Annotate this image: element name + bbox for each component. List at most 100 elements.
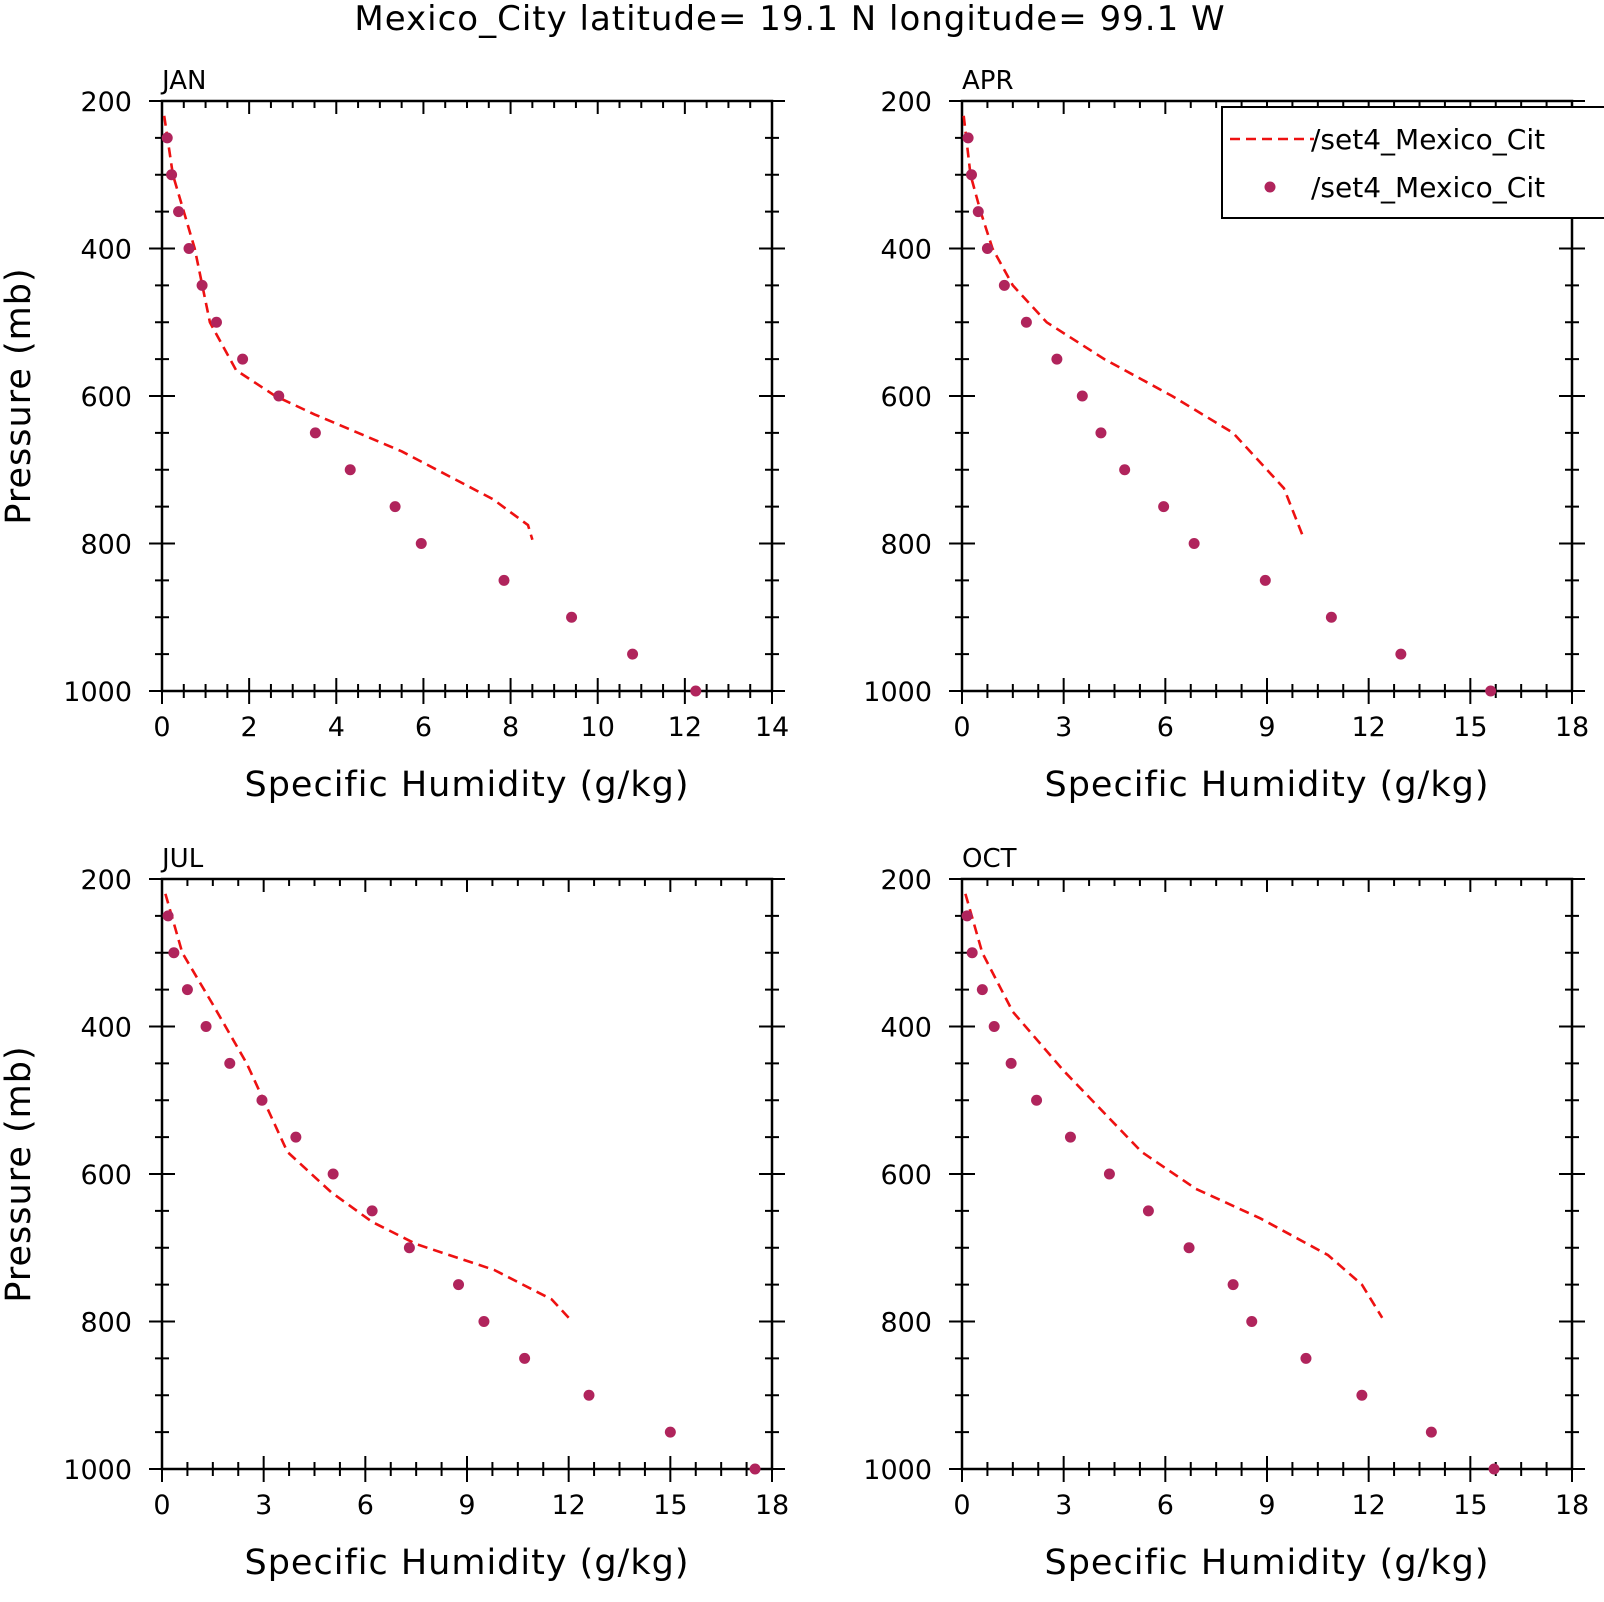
x-tick-label: 9: [1258, 1490, 1275, 1521]
obs-point: [1158, 501, 1170, 513]
y-tick-label: 400: [80, 235, 132, 266]
model-profile-line: [162, 115, 534, 541]
obs-point: [1246, 1316, 1258, 1327]
obs-point: [210, 316, 222, 328]
obs-point: [1259, 574, 1271, 586]
obs-point: [389, 501, 401, 513]
model-profile-line: [964, 893, 1384, 1319]
x-tick-label: 0: [153, 1490, 170, 1521]
obs-point: [961, 910, 973, 922]
x-tick-label: 6: [1157, 1490, 1174, 1521]
x-tick-label: 9: [458, 1490, 475, 1521]
obs-point: [962, 132, 974, 144]
obs-point: [1095, 427, 1107, 439]
obs-point: [664, 1426, 676, 1438]
legend: /set4_Mexico_Cit/set4_Mexico_Cit: [1221, 106, 1604, 219]
panel-jan: JAN 0 2 4 6 8 10 12 14 200 400 600 800 1000 Specific H…: [0, 66, 789, 805]
obs-point: [1395, 648, 1407, 660]
y-tick-label: 1000: [63, 1455, 132, 1486]
y-tick-label: 200: [880, 865, 932, 896]
obs-point: [1142, 1205, 1154, 1217]
obs-point: [290, 1131, 302, 1143]
obs-point: [403, 1242, 415, 1254]
plot-frame: [960, 877, 1574, 1471]
obs-point: [344, 464, 356, 476]
obs-point: [583, 1389, 595, 1401]
x-tick-label: 2: [241, 712, 258, 743]
panel-label: JUL: [160, 844, 204, 874]
y-tick-label: 600: [880, 1160, 932, 1191]
x-axis-label: Specific Humidity (g/kg): [1045, 765, 1490, 805]
obs-point: [1488, 1463, 1500, 1475]
obs-point: [366, 1205, 378, 1217]
y-tick-label: 600: [80, 382, 132, 413]
x-tick-label: 18: [1555, 712, 1589, 743]
x-tick-label: 4: [328, 712, 345, 743]
y-tick-label: 1000: [63, 677, 132, 708]
obs-point: [1227, 1279, 1239, 1291]
x-tick-label: 9: [1258, 712, 1275, 743]
obs-point: [627, 648, 639, 660]
y-tick-label: 1000: [863, 677, 932, 708]
x-tick-label: 15: [1453, 1490, 1487, 1521]
panel-label: OCT: [962, 844, 1017, 874]
panel-oct: OCT 0 3 6 9 12 15 18 200 400 600 800 1000 Specific Hu…: [863, 844, 1589, 1583]
obs-point: [966, 947, 978, 959]
obs-point: [1188, 538, 1200, 549]
obs-point: [965, 169, 977, 181]
model-profile-line: [962, 115, 1306, 541]
obs-point: [566, 611, 578, 623]
obs-point: [415, 538, 427, 549]
obs-point: [1356, 1389, 1368, 1401]
obs-point: [690, 685, 702, 697]
obs-point: [200, 1021, 212, 1032]
y-tick-label: 1000: [863, 1455, 932, 1486]
x-tick-label: 12: [1351, 1490, 1385, 1521]
y-axis-label: Pressure (mb): [0, 267, 39, 524]
obs-point: [327, 1168, 339, 1180]
x-axis-label: Specific Humidity (g/kg): [245, 765, 690, 805]
y-tick-label: 600: [80, 1160, 132, 1191]
y-tick-label: 800: [80, 1308, 132, 1339]
x-tick-label: 15: [1453, 712, 1487, 743]
obs-point: [478, 1316, 490, 1327]
panel-apr: APR 0 3 6 9 12 15 18 200 400 600 800 1000 Specific Hu…: [863, 66, 1589, 805]
figure-title: Mexico_City latitude= 19.1 N longitude= …: [354, 0, 1225, 39]
obs-point: [1119, 464, 1131, 476]
obs-point: [1020, 316, 1032, 328]
obs-point: [519, 1352, 531, 1364]
obs-point: [998, 279, 1010, 291]
x-tick-label: 6: [415, 712, 432, 743]
x-tick-label: 10: [581, 712, 615, 743]
model-profile-line: [164, 893, 570, 1319]
y-tick-label: 400: [880, 1013, 932, 1044]
obs-point: [273, 390, 285, 402]
y-tick-label: 200: [880, 87, 932, 118]
obs-point: [256, 1094, 268, 1106]
obs-point: [1300, 1352, 1312, 1364]
y-axis-label: Pressure (mb): [0, 1045, 39, 1302]
x-axis-label: Specific Humidity (g/kg): [245, 1543, 690, 1583]
obs-point: [1485, 685, 1497, 697]
obs-point: [1183, 1242, 1195, 1254]
obs-point: [224, 1057, 236, 1069]
y-tick-label: 600: [880, 382, 932, 413]
obs-point: [1064, 1131, 1076, 1143]
x-tick-label: 12: [551, 1490, 585, 1521]
obs-point: [1325, 611, 1337, 623]
y-tick-label: 800: [80, 530, 132, 561]
legend-box: [1221, 106, 1604, 219]
x-axis-label: Specific Humidity (g/kg): [1045, 1543, 1490, 1583]
legend-label-obs: /set4_Mexico_Cit: [1311, 171, 1545, 204]
obs-point: [1425, 1426, 1437, 1438]
obs-point: [162, 910, 174, 922]
obs-point: [1031, 1094, 1043, 1106]
obs-point: [972, 206, 984, 218]
obs-point: [181, 984, 193, 996]
x-tick-label: 6: [357, 1490, 374, 1521]
obs-point: [1076, 390, 1088, 402]
y-tick-label: 200: [80, 865, 132, 896]
obs-point: [196, 279, 208, 291]
